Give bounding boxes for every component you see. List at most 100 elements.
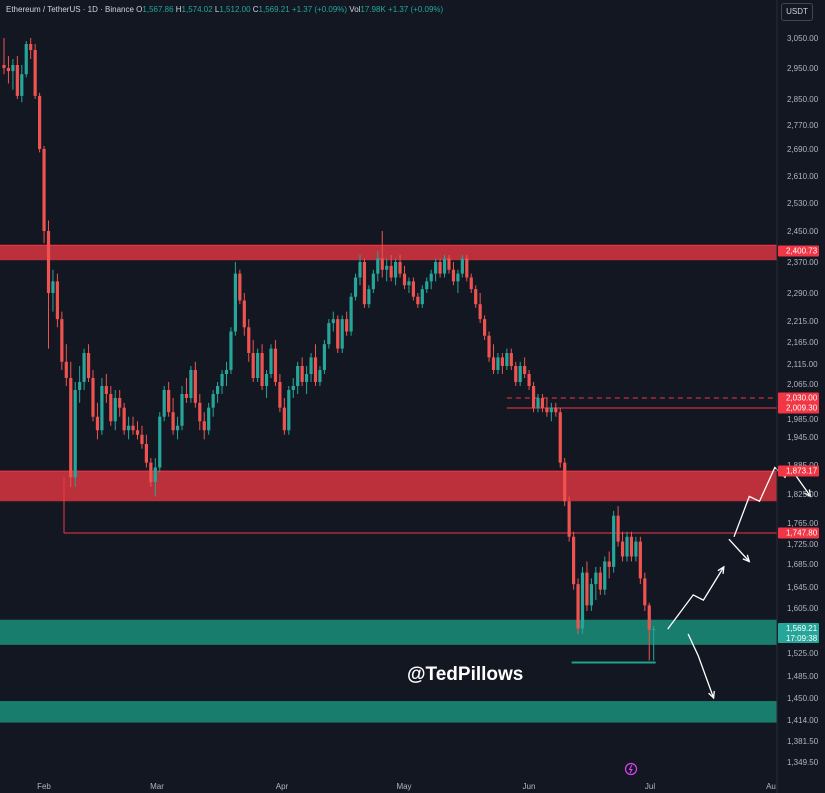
candle-body: [282, 407, 286, 431]
symbol-header: Ethereum / TetherUS · 1D · Binance O 1,56…: [6, 5, 443, 14]
candle-body: [60, 319, 64, 362]
candle-body: [29, 44, 33, 50]
watermark-text: @TedPillows: [407, 664, 524, 685]
y-tick-label: 3,050.00: [787, 34, 819, 43]
candle-body: [278, 382, 282, 408]
price-tag-bg: [778, 465, 819, 477]
candle-body: [233, 273, 237, 332]
candle-body: [11, 65, 15, 72]
candle-body: [447, 258, 451, 270]
candle-body: [585, 572, 589, 606]
candle-body: [127, 425, 131, 431]
candle-body: [345, 319, 349, 332]
candle-body: [438, 262, 442, 274]
candle-body: [153, 467, 157, 483]
candle-body: [135, 430, 140, 435]
candle-body: [402, 273, 407, 286]
candle-body: [198, 402, 202, 422]
candle-body: [64, 361, 68, 378]
candle-body: [207, 407, 211, 431]
candle-body: [336, 319, 340, 349]
projection-arrowhead-3: [708, 690, 715, 700]
candle-body: [434, 262, 438, 274]
zone-resistance-0: [0, 245, 777, 261]
candle-body: [500, 357, 504, 366]
candle-body: [309, 357, 313, 374]
zone-support-2: [0, 619, 777, 645]
candle-body: [425, 281, 429, 290]
candle-body: [224, 370, 229, 374]
candle-body: [189, 370, 193, 398]
candle-body: [91, 378, 95, 417]
volume-label: Vol: [349, 5, 361, 14]
candle-body: [607, 561, 611, 567]
candle-body: [518, 366, 522, 382]
x-tick-label: May: [396, 782, 411, 791]
candle-body: [95, 416, 100, 431]
candle-body: [540, 398, 545, 408]
volume-value: 17.98K: [360, 5, 386, 14]
candle-body: [305, 374, 309, 382]
candle-body: [82, 353, 86, 382]
close-value: 1,569.21: [258, 5, 290, 14]
y-tick-label: 1,450.00: [787, 694, 819, 703]
candle-body: [122, 407, 126, 431]
candle-body: [460, 258, 464, 274]
candle-body: [131, 425, 135, 431]
y-tick-label: 1,349.50: [787, 758, 819, 767]
candle-body: [144, 444, 148, 463]
y-tick-label: 2,610.00: [787, 172, 819, 181]
candle-body: [291, 386, 295, 390]
candle-body: [647, 605, 651, 630]
candle-body: [42, 149, 46, 231]
candle-body: [612, 515, 616, 567]
projection-path-0: [667, 566, 725, 630]
candle-body: [322, 344, 326, 370]
y-tick-label: 2,115.00: [787, 360, 818, 369]
candle-body: [73, 390, 77, 478]
candle-body: [580, 572, 585, 629]
candle-body: [175, 425, 180, 431]
high-label: H: [175, 5, 182, 14]
price-tag-bg: [778, 623, 819, 643]
x-tick-label: Apr: [276, 782, 289, 791]
y-tick-label: 2,950.00: [787, 64, 819, 73]
open-label: O: [136, 5, 143, 14]
candle-body: [33, 50, 37, 96]
y-tick-label: 1,645.00: [787, 583, 819, 592]
candle-body: [256, 353, 260, 378]
candle-body: [171, 412, 175, 431]
candle-body: [193, 370, 197, 403]
candle-body: [140, 434, 144, 444]
projection-path-3: [687, 633, 715, 699]
candle-body: [238, 273, 242, 301]
candle-body: [478, 304, 482, 320]
candle-body: [296, 366, 300, 386]
candle-body: [376, 258, 380, 274]
candle-body: [469, 277, 473, 290]
candle-body: [527, 374, 531, 386]
price-tag-bg: [778, 392, 819, 404]
candle-body: [6, 68, 11, 72]
price-tag-label: 2,400.73: [786, 247, 818, 256]
y-tick-label: 1,414.00: [787, 716, 819, 725]
price-tag-bg: [778, 402, 819, 414]
price-tag-label: 1,747.80: [786, 529, 818, 538]
candle-body: [558, 412, 562, 463]
candle-body: [118, 398, 122, 408]
currency-button[interactable]: USDT: [781, 3, 813, 21]
lightning-icon: [624, 762, 638, 776]
symbol-title: Ethereum / TetherUS · 1D · Binance: [6, 5, 134, 14]
candle-body: [531, 386, 536, 408]
candle-body: [603, 561, 607, 590]
y-tick-label: 2,165.00: [787, 338, 819, 347]
y-tick-label: 1,485.00: [787, 672, 819, 681]
candle-body: [202, 421, 206, 431]
y-tick-label: 2,215.00: [787, 317, 819, 326]
candle-body: [483, 319, 487, 336]
x-tick-label: Mar: [150, 782, 164, 791]
candle-body: [572, 536, 576, 585]
candle-body: [371, 273, 375, 290]
candle-body: [598, 572, 602, 590]
